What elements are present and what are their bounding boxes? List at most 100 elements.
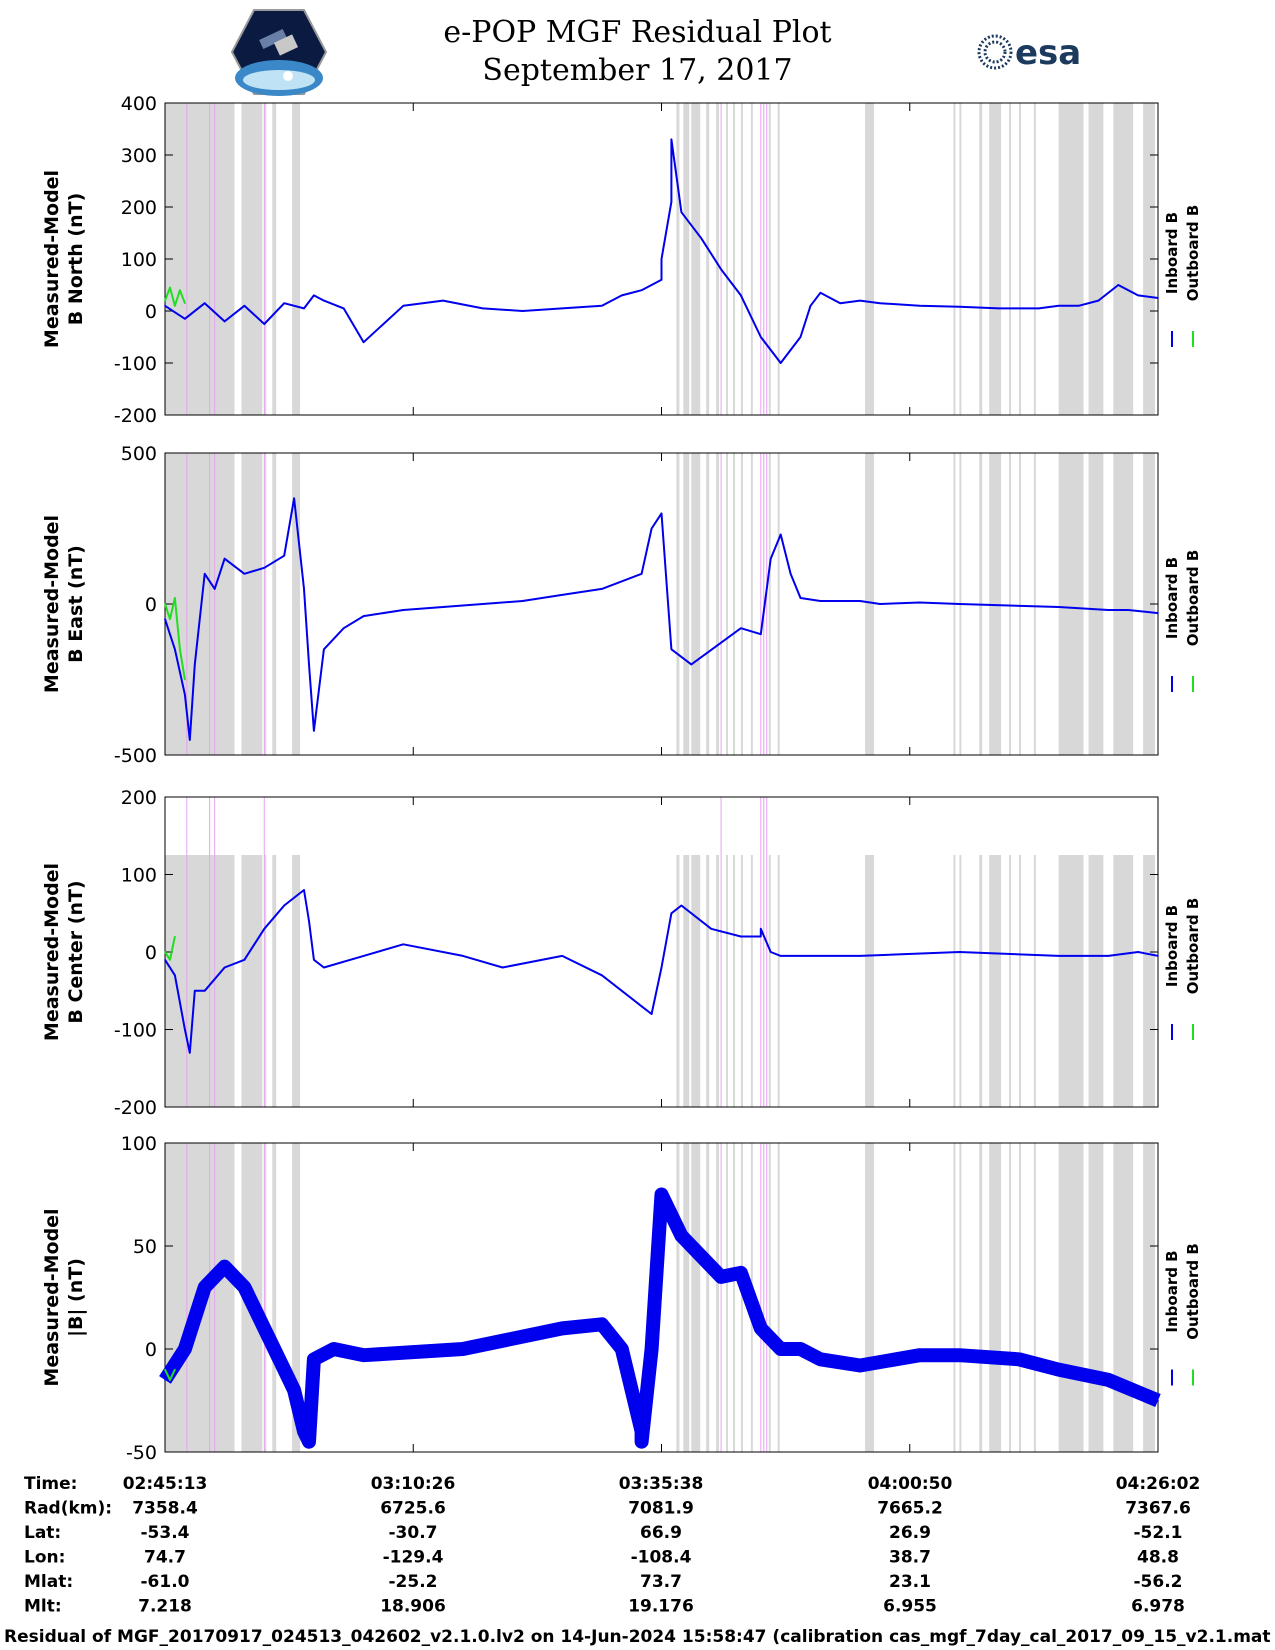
data-point (293, 1389, 295, 1391)
data-point (1057, 955, 1060, 957)
panel-3: -200 -100 0 100 200 Measured-Model B Center (n… (41, 787, 1202, 1119)
data-point (283, 554, 285, 557)
y-tick-label: -100 (114, 1020, 157, 1042)
shaded-interval (1088, 103, 1104, 415)
data-point (193, 989, 196, 992)
x-info-value: 74.7 (144, 1548, 186, 1568)
data-point (640, 1430, 643, 1433)
shaded-interval (1018, 1143, 1021, 1452)
x-info-value: 02:45:13 (123, 1474, 208, 1494)
shaded-interval (777, 103, 780, 415)
data-point (620, 294, 623, 297)
data-point (402, 609, 405, 611)
x-info-value: 7.218 (138, 1597, 192, 1617)
shaded-interval (865, 1143, 875, 1452)
data-point (640, 1440, 643, 1443)
data-point (700, 237, 703, 239)
data-point (670, 201, 673, 203)
data-point (283, 904, 285, 907)
data-point (184, 302, 186, 305)
shaded-interval (272, 855, 277, 1107)
data-point (223, 557, 226, 560)
shaded-interval (732, 1143, 735, 1452)
shaded-interval (865, 103, 875, 415)
data-point (879, 603, 881, 605)
data-point (1157, 612, 1159, 614)
data-point (620, 989, 623, 992)
data-point (1038, 307, 1040, 310)
data-point (1157, 955, 1159, 957)
shaded-interval (953, 855, 956, 1107)
shaded-interval (865, 855, 875, 1107)
y-tick-label: 300 (121, 145, 157, 167)
x-info-row-label: Mlat: (24, 1572, 73, 1592)
data-point (779, 955, 782, 957)
data-point (174, 597, 176, 599)
data-point (1107, 955, 1110, 957)
shaded-interval (676, 103, 680, 415)
subtitle-line: September 17, 2017 (482, 53, 793, 88)
data-point (203, 989, 206, 992)
legend-label: Outboard B (1184, 898, 1202, 995)
shaded-interval (979, 103, 983, 415)
data-point (760, 935, 762, 938)
x-info-value: -108.4 (631, 1548, 692, 1568)
shaded-interval (989, 103, 1002, 415)
legend-label: Inboard B (1163, 905, 1181, 987)
shaded-interval (1143, 103, 1156, 415)
shaded-interval (740, 1143, 743, 1452)
shaded-interval (1009, 103, 1012, 415)
shaded-interval (777, 855, 780, 1107)
x-info-value: 7358.4 (132, 1499, 198, 1519)
legend-label: Inboard B (1163, 557, 1181, 639)
shaded-interval (959, 1143, 962, 1452)
data-point (799, 1348, 802, 1350)
x-info-value: 19.176 (628, 1597, 694, 1617)
data-point (859, 955, 861, 957)
data-point (193, 663, 196, 666)
y-axis-label: Measured-Model (41, 515, 63, 693)
shaded-interval (165, 453, 235, 755)
data-point (809, 305, 812, 307)
data-point (760, 633, 762, 635)
plot-title: e-POP MGF Residual Plot September 17, 20… (0, 14, 1275, 90)
shaded-interval (272, 453, 277, 755)
shaded-interval (706, 453, 710, 755)
data-point (362, 341, 365, 344)
data-point (174, 305, 176, 307)
data-point (740, 935, 742, 938)
data-point (303, 307, 305, 310)
data-point (1057, 1368, 1060, 1371)
shaded-interval (1058, 1143, 1084, 1452)
shaded-interval (1058, 103, 1084, 415)
data-point (640, 1005, 643, 1008)
data-point (561, 307, 563, 310)
data-point (184, 1348, 186, 1350)
data-point (799, 955, 802, 957)
shaded-interval (676, 855, 680, 1107)
y-tick-label: 0 (145, 301, 157, 323)
data-point (1057, 305, 1060, 307)
data-point (243, 305, 246, 307)
data-point (308, 920, 310, 922)
shaded-interval (1018, 103, 1021, 415)
shaded-interval (683, 453, 690, 755)
x-info-value: 03:35:38 (619, 1474, 704, 1494)
shaded-interval (1033, 103, 1036, 415)
x-info-value: 18.906 (380, 1597, 446, 1617)
shaded-interval (264, 855, 267, 1107)
data-point (462, 1348, 464, 1350)
shaded-interval (777, 453, 780, 755)
data-point (740, 294, 742, 297)
data-point (710, 253, 712, 255)
x-info-value: 23.1 (889, 1572, 931, 1592)
data-point (313, 294, 315, 297)
shaded-interval (740, 855, 743, 1107)
y-axis-label: Measured-Model (41, 170, 63, 348)
shaded-interval (706, 103, 710, 415)
data-point (819, 1358, 822, 1361)
shaded-interval (264, 1143, 267, 1452)
x-info-value: -52.1 (1134, 1523, 1183, 1543)
y-axis-label: B North (nT) (65, 193, 87, 326)
data-point (164, 1368, 166, 1371)
